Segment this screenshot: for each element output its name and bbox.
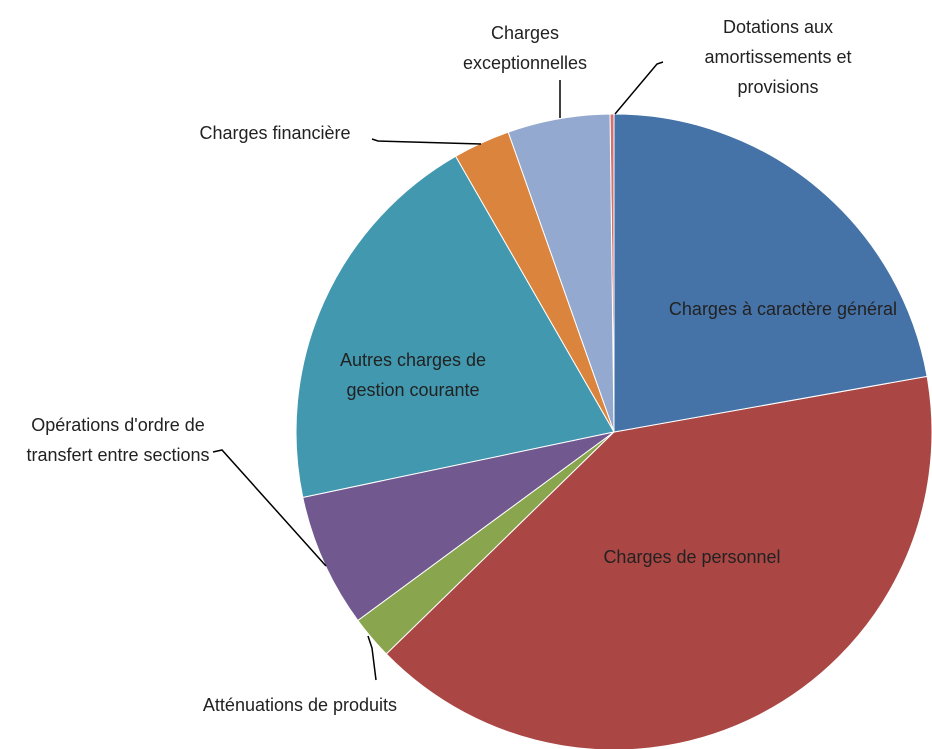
- slice-label: Dotations aux amortissements et provisio…: [704, 17, 852, 97]
- leader-line: [212, 449, 327, 567]
- pie-slice: [385, 375, 932, 749]
- slice-label: Charges exceptionnelles: [462, 23, 588, 73]
- leader-lines: [212, 61, 664, 681]
- pie-slice: [295, 155, 615, 499]
- slice-label: Charges financière: [199, 123, 351, 143]
- leader-line: [614, 61, 664, 115]
- pie-slice: [302, 431, 615, 622]
- leader-line: [371, 138, 482, 145]
- slice-label: Autres charges de gestion courante: [339, 350, 487, 400]
- pie-slice: [613, 113, 928, 433]
- slice-label: Charges à caractère général: [668, 299, 898, 319]
- slice-label: Charges de personnel: [603, 547, 781, 567]
- slice-label: Atténuations de produits: [202, 695, 398, 715]
- leader-line: [367, 635, 377, 681]
- slice-label: Opérations d'ordre de transfert entre se…: [26, 415, 210, 465]
